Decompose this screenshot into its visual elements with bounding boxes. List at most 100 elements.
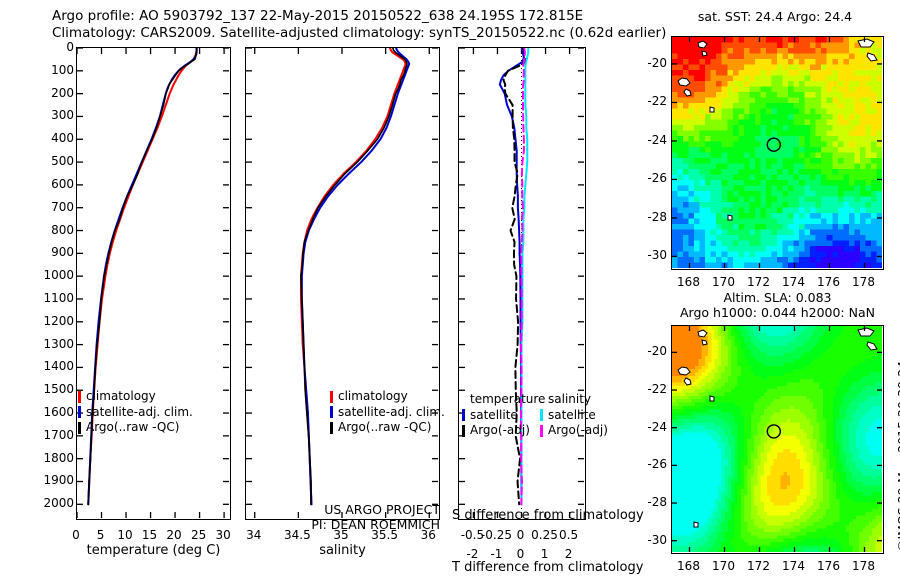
depth-tick-800: 800: [51, 222, 74, 237]
legend-entry: salinity: [540, 392, 608, 408]
lon-tick-170: 170: [712, 275, 735, 289]
legend-swatch-icon: [330, 421, 333, 434]
salinity-tick-35: 35: [333, 528, 349, 542]
credit-pi: PI: DEAN ROEMMICH: [311, 517, 440, 532]
header-line-climatology: Climatology: CARS2009. Satellite-adjuste…: [52, 25, 667, 41]
depth-tick-1100: 1100: [43, 290, 74, 305]
legend-label: Argo(..raw -QC): [86, 420, 180, 434]
sst-map-title-line: sat. SST: 24.4 Argo: 24.4: [697, 9, 853, 24]
difference-legend-salinity: salinity satellite Argo(-adj): [540, 392, 608, 439]
depth-tick-1700: 1700: [43, 427, 74, 442]
legend-swatch-icon: [540, 394, 543, 406]
sst-map-title: sat. SST: 24.4 Argo: 24.4: [665, 9, 885, 24]
legend-label: climatology: [338, 389, 408, 403]
temperature-tick-25: 25: [190, 528, 207, 542]
sst-map[interactable]: [671, 36, 884, 270]
temperature-difference-tick-2: 2: [564, 547, 573, 561]
lat-tick--22: -22: [647, 382, 667, 397]
sla-map-title: Altim. SLA: 0.083 Argo h1000: 0.044 h200…: [665, 290, 890, 320]
salinity-difference-tick-0: 0: [516, 528, 525, 542]
salinity-difference-tick--0.25: -0.25: [480, 528, 512, 542]
legend-entry: satellite: [540, 408, 608, 424]
lat-tick--30: -30: [647, 532, 667, 547]
legend-entry: temperature: [462, 392, 545, 408]
legend-entry: climatology: [330, 389, 445, 405]
depth-tick-1600: 1600: [43, 405, 74, 420]
temperature-tick-20: 20: [166, 528, 182, 542]
temperature-difference-tick--1: -1: [490, 547, 503, 561]
lat-tick--20: -20: [647, 55, 667, 70]
difference-legend-temperature: temperature satellite Argo(-adj): [462, 392, 545, 439]
depth-tick-2000: 2000: [43, 496, 74, 511]
salinity-difference-title: S difference from climatology: [452, 508, 644, 523]
lon-tick-176: 176: [817, 275, 840, 289]
temperature-profile-panel: [76, 47, 231, 520]
salinity-tick-34: 34: [246, 528, 262, 542]
temperature-axis-title: temperature (deg C): [86, 543, 221, 558]
salinity-difference-tick--0.5: -0.5: [460, 528, 485, 542]
header-line-profile: Argo profile: AO 5903792_137 22-May-2015…: [52, 8, 584, 24]
depth-tick-1900: 1900: [43, 473, 74, 488]
salinity-legend: climatology satellite-adj. clim. Argo(..ra…: [330, 389, 445, 436]
legend-label: satellite-adj. clim.: [338, 404, 445, 419]
depth-tick-500: 500: [51, 154, 74, 169]
legend-swatch-icon: [462, 409, 465, 422]
temperature-profile-plot: [77, 48, 229, 518]
legend-swatch-icon: [462, 424, 465, 437]
depth-tick-200: 200: [51, 85, 74, 100]
temperature-difference-tick-0: 0: [516, 547, 525, 561]
lon-tick-178: 178: [852, 275, 875, 289]
temperature-difference-tick--2: -2: [466, 547, 479, 561]
depth-tick-1400: 1400: [43, 359, 74, 374]
depth-tick-900: 900: [51, 245, 74, 260]
lon-tick-174: 174: [782, 559, 805, 573]
lon-tick-174: 174: [782, 275, 805, 289]
temperature-tick-30: 30: [215, 528, 231, 542]
lon-tick-176: 176: [817, 559, 840, 573]
lat-tick--28: -28: [647, 209, 667, 224]
lon-tick-170: 170: [712, 559, 735, 573]
legend-swatch-icon: [540, 424, 543, 437]
depth-tick-1300: 1300: [43, 336, 74, 351]
depth-tick-1800: 1800: [43, 450, 74, 465]
legend-entry: satellite: [462, 408, 545, 424]
salinity-profile-plot: [246, 48, 438, 518]
sla-map[interactable]: [671, 325, 884, 554]
legend-swatch-icon: [78, 421, 81, 434]
salinity-tick-35.5: 35.5: [371, 528, 398, 542]
sla-map-title-line1: Altim. SLA: 0.083: [723, 290, 832, 305]
depth-tick-0: 0: [66, 40, 74, 54]
depth-tick-400: 400: [51, 131, 74, 146]
difference-profile-plot: [459, 48, 584, 518]
lon-tick-168: 168: [677, 275, 700, 289]
lat-tick--22: -22: [647, 94, 667, 109]
temperature-legend: climatology satellite-adj. clim. Argo(..ra…: [78, 389, 193, 436]
lon-tick-172: 172: [747, 559, 770, 573]
depth-tick-300: 300: [51, 108, 74, 123]
sst-map-raster: [672, 37, 883, 269]
legend-entry: climatology: [78, 389, 193, 405]
salinity-profile-panel: [245, 47, 440, 520]
legend-label: satellite: [548, 407, 596, 422]
depth-tick-700: 700: [51, 199, 74, 214]
temperature-tick-15: 15: [141, 528, 158, 542]
lon-tick-172: 172: [747, 275, 770, 289]
legend-entry: Argo(..raw -QC): [330, 420, 445, 436]
lat-tick--20: -20: [647, 344, 667, 359]
lat-tick--24: -24: [647, 419, 667, 434]
legend-entry: Argo(-adj): [462, 423, 545, 439]
legend-entry: Argo(..raw -QC): [78, 420, 193, 436]
temperature-tick-0: 0: [72, 528, 80, 542]
lat-tick--28: -28: [647, 495, 667, 510]
legend-entry: Argo(-adj): [540, 423, 608, 439]
salinity-difference-tick-0.5: 0.5: [559, 528, 579, 542]
lat-tick--30: -30: [647, 248, 667, 263]
temperature-difference-tick-1: 1: [540, 547, 549, 561]
copyright-text: ©IMOS 29-May-2015 20:39:24: [895, 360, 900, 552]
sla-map-title-line2: Argo h1000: 0.044 h2000: NaN: [680, 305, 875, 320]
legend-label: temperature: [470, 392, 546, 406]
legend-swatch-icon: [78, 390, 81, 403]
temperature-tick-5: 5: [96, 528, 105, 542]
legend-swatch-icon: [330, 406, 333, 419]
sla-map-raster: [672, 326, 883, 553]
